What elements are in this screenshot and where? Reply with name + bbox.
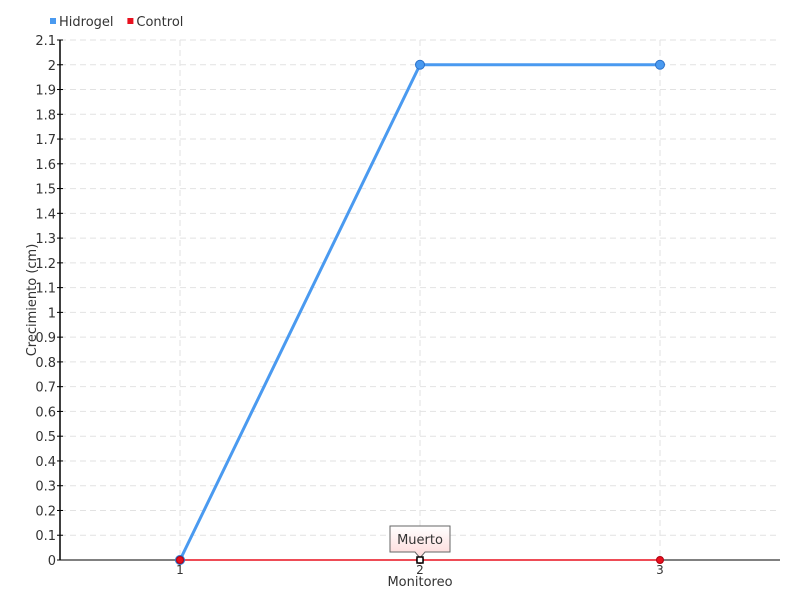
y-tick-label: 0.2 [35, 504, 56, 519]
legend-label-control: Control [136, 15, 183, 30]
y-tick-label: 0.5 [35, 430, 56, 445]
annotation-layer: Muerto [389, 525, 451, 564]
legend-label-hidrogel: Hidrogel [59, 15, 114, 30]
data-point-control [656, 556, 664, 564]
y-tick-label: 0.1 [35, 529, 56, 544]
y-axis-label: Crecimiento (cm) [25, 244, 40, 357]
legend: Hidrogel Control [50, 15, 183, 30]
x-tick-label: 1 [176, 563, 184, 577]
y-tick-label: 1.9 [35, 84, 56, 99]
highlighted-point-marker [416, 556, 424, 564]
y-tick-label: 0 [48, 554, 56, 569]
x-axis-label: Monitoreo [387, 575, 452, 590]
data-point-hidrogel [415, 59, 425, 70]
y-tick-label: 0.4 [35, 455, 56, 470]
y-tick-label: 0.3 [35, 480, 56, 495]
y-tick-label: 0.8 [35, 356, 56, 371]
tooltip-box [389, 525, 451, 559]
y-tick-label: 1.1 [35, 282, 56, 297]
y-tick-label: 1 [48, 306, 56, 321]
data-point-control [176, 556, 184, 564]
grid [60, 39, 780, 560]
y-tick-label: 1.7 [35, 133, 56, 148]
legend-swatch-control [127, 18, 134, 24]
x-tick-label: 2 [416, 563, 424, 577]
axes: 0 0.1 0.2 0.3 0.4 0.5 0.6 0.7 0.8 0.9 1 1.1 1.2 1.3 1.… [35, 34, 780, 577]
x-tick-label: 3 [656, 563, 664, 577]
y-tick-label: 2 [48, 59, 56, 74]
y-tick-label: 1.2 [35, 257, 56, 272]
y-tick-label: 0.6 [35, 405, 56, 420]
y-tick-label: 2.1 [35, 34, 56, 49]
data-point-hidrogel [655, 59, 665, 70]
y-tick-label: 0.9 [35, 331, 56, 346]
y-tick-label: 1.5 [35, 183, 56, 198]
y-tick-label: 1.8 [35, 108, 56, 123]
legend-swatch-hidrogel [50, 18, 56, 24]
tooltip-text: Muerto [397, 533, 443, 548]
y-tick-label: 1.6 [35, 158, 56, 173]
y-tick-label: 0.7 [35, 381, 56, 396]
y-tick-label: 1.3 [35, 232, 56, 247]
y-tick-label: 1.4 [35, 207, 56, 222]
